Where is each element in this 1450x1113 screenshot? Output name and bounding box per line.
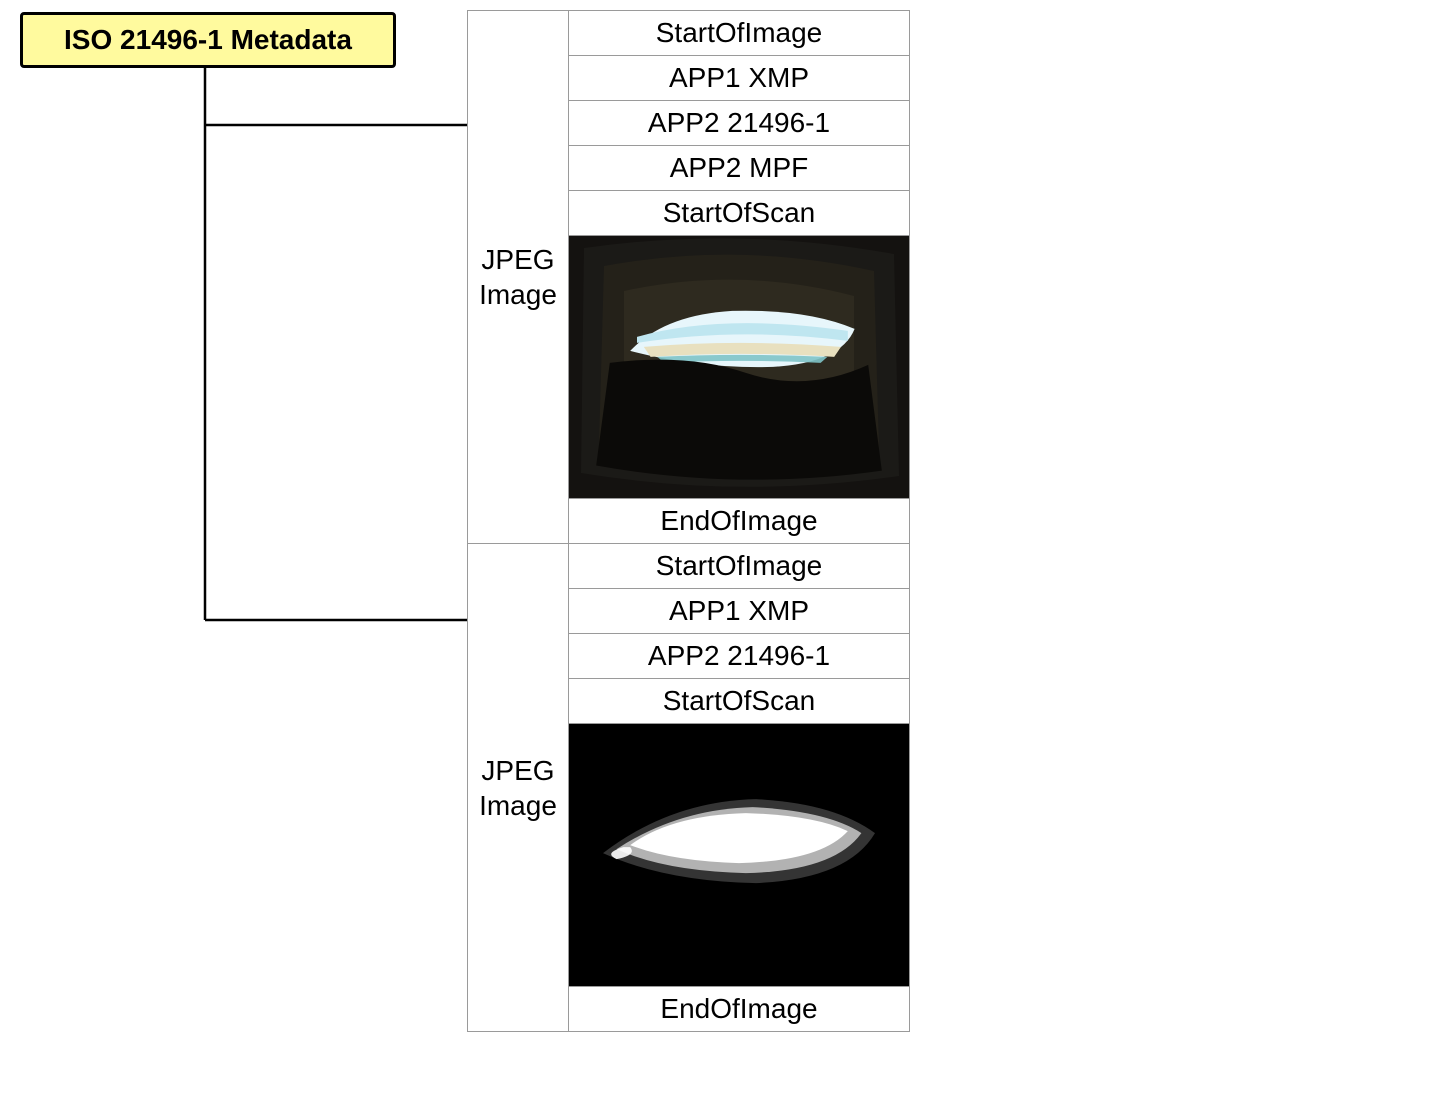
marker-row: StartOfImage	[569, 11, 910, 56]
gainmap-image-cell	[569, 724, 910, 987]
marker-row: EndOfImage	[569, 499, 910, 544]
jpeg-table-2-sidelabel: JPEGImage	[468, 544, 569, 1032]
marker-row: StartOfScan	[569, 679, 910, 724]
marker-row: APP1 XMP	[569, 56, 910, 101]
metadata-callout-label: ISO 21496-1 Metadata	[64, 24, 352, 56]
metadata-callout: ISO 21496-1 Metadata	[20, 12, 396, 68]
primary-image-preview	[569, 236, 909, 498]
diagram-canvas: ISO 21496-1 Metadata JPEGImage StartOfIm…	[0, 0, 1450, 1113]
marker-row: StartOfImage	[569, 544, 910, 589]
jpeg-table-1-sidelabel: JPEGImage	[468, 11, 569, 544]
marker-row-app2-21496: APP2 21496-1	[569, 634, 910, 679]
marker-row: StartOfScan	[569, 191, 910, 236]
jpeg-table-1: JPEGImage StartOfImage APP1 XMP APP2 214…	[467, 10, 910, 1032]
gainmap-image-preview	[569, 724, 909, 986]
jpeg-structure-tables: JPEGImage StartOfImage APP1 XMP APP2 214…	[467, 10, 910, 1032]
primary-image-cell	[569, 236, 910, 499]
marker-row-app2-21496: APP2 21496-1	[569, 101, 910, 146]
marker-row: APP2 MPF	[569, 146, 910, 191]
marker-row: EndOfImage	[569, 987, 910, 1032]
marker-row: APP1 XMP	[569, 589, 910, 634]
